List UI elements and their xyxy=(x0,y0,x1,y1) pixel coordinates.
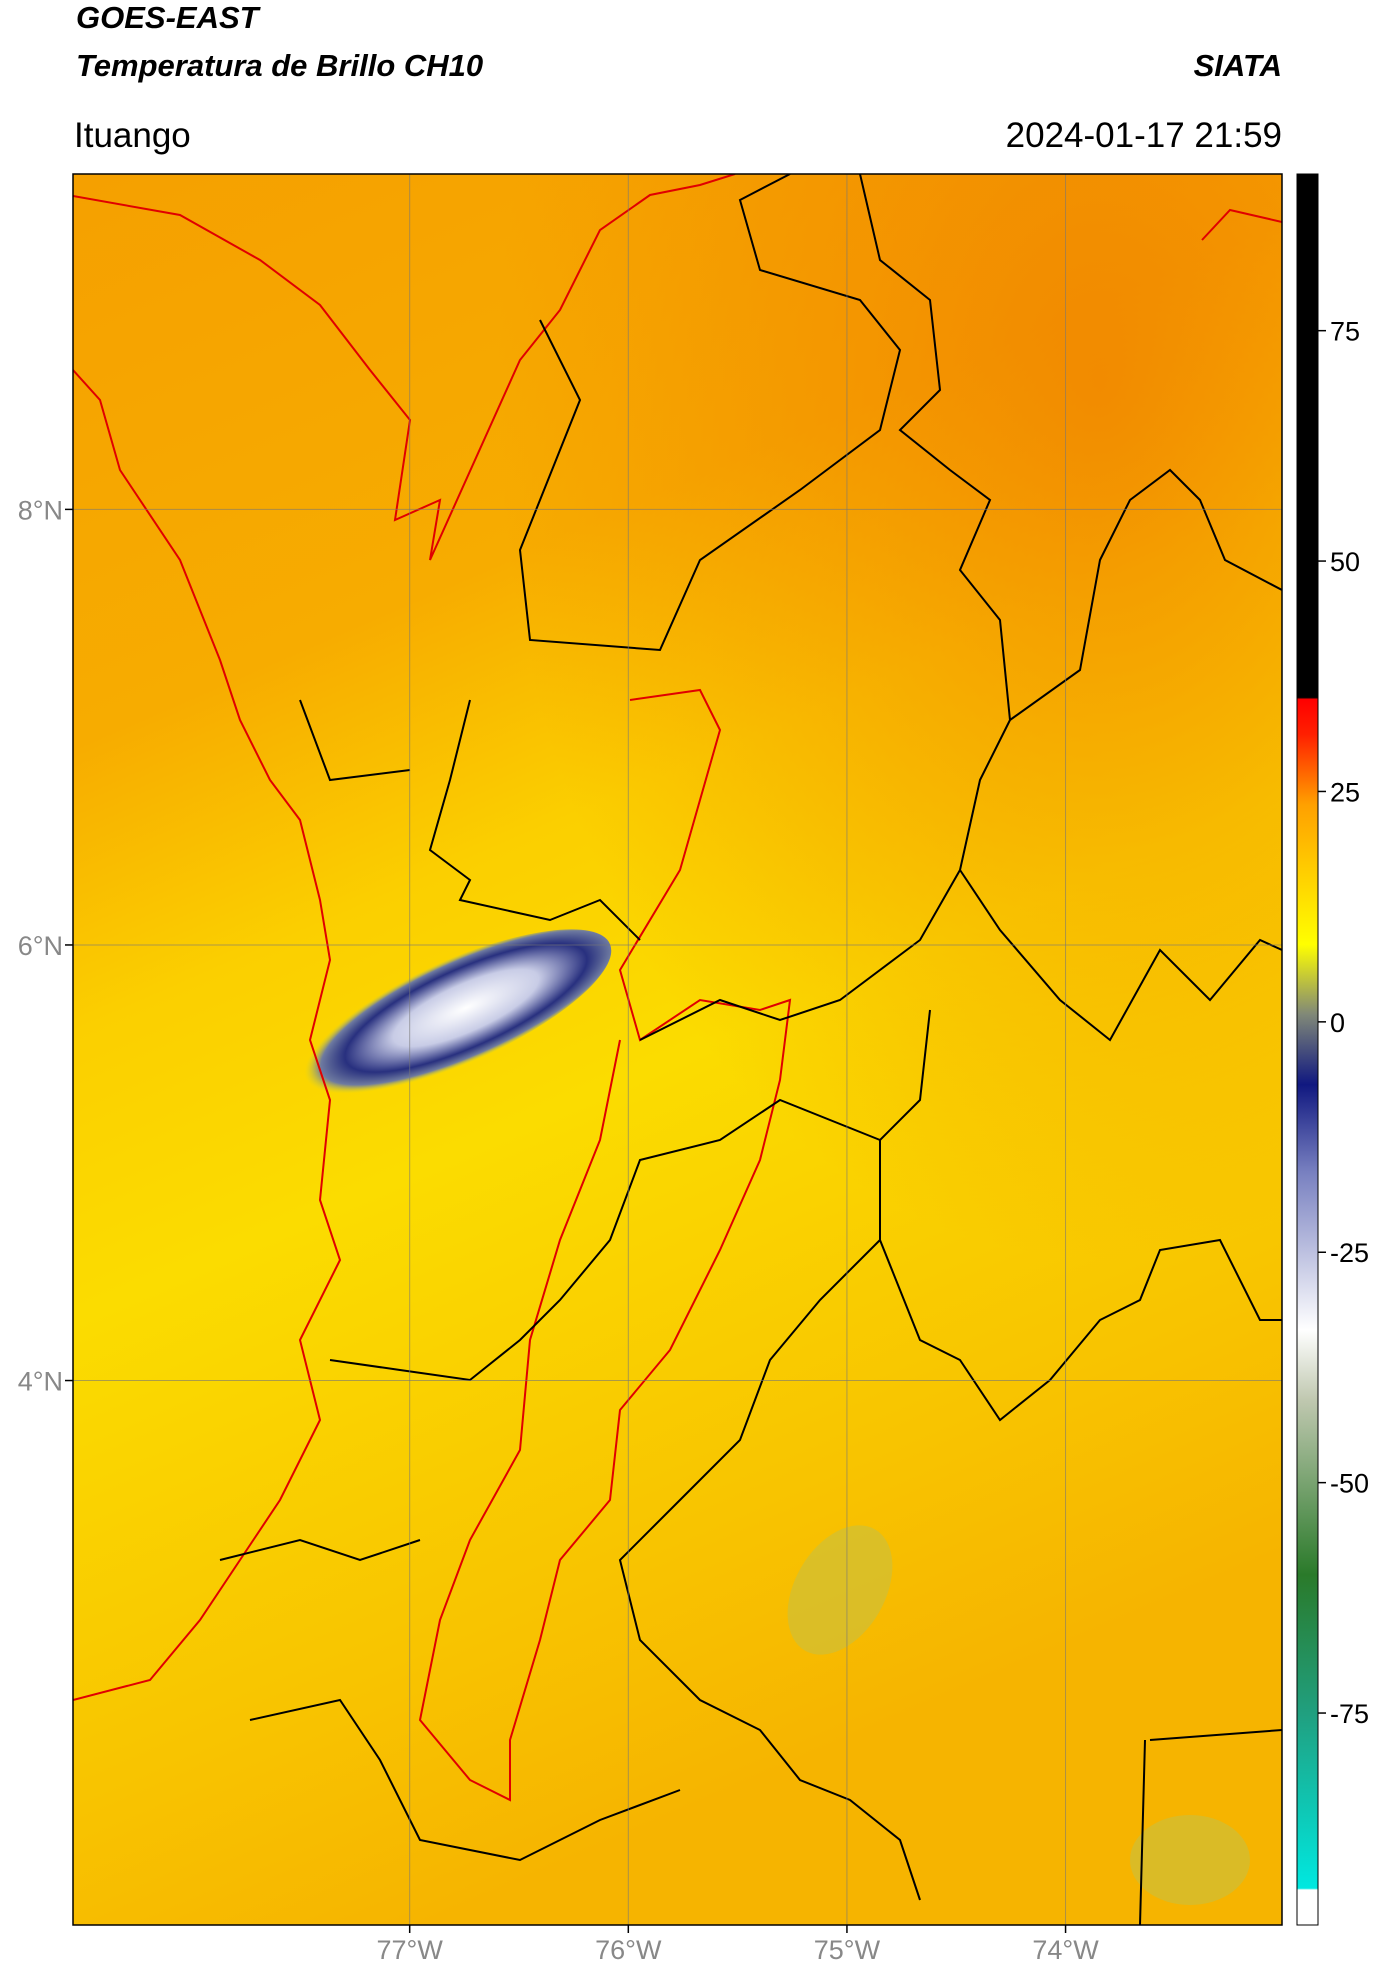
x-tick-label: 76°W xyxy=(595,1935,662,1965)
colorbar-tick-label: -75 xyxy=(1330,1699,1369,1729)
x-tick-label: 75°W xyxy=(814,1935,881,1965)
colorbar-tick-label: 25 xyxy=(1330,777,1360,807)
colorbar-tick-label: 50 xyxy=(1330,547,1360,577)
colorbar-tick-label: 0 xyxy=(1330,1008,1345,1038)
x-tick-label: 74°W xyxy=(1032,1935,1099,1965)
x-tick-label: 77°W xyxy=(377,1935,444,1965)
colorbar-tick-label: -50 xyxy=(1330,1469,1369,1499)
subtitle: Temperatura de Brillo CH10 xyxy=(76,48,483,83)
cold-cloud xyxy=(288,929,612,1101)
y-tick-label: 4°N xyxy=(18,1367,63,1397)
map-frame xyxy=(72,173,1283,1926)
map xyxy=(73,174,1282,1925)
cool-patch xyxy=(787,1525,893,1655)
brand: SIATA xyxy=(1194,48,1282,83)
title: GOES-EAST xyxy=(76,0,262,35)
admin-boundaries xyxy=(219,174,1282,1925)
colorbar xyxy=(1296,173,1319,1926)
warm-region xyxy=(73,174,1282,1925)
colorbar-tick-label: 75 xyxy=(1330,317,1360,347)
colorbar-tick-label: -25 xyxy=(1330,1238,1369,1268)
y-tick-label: 6°N xyxy=(18,931,63,961)
location: Ituango xyxy=(74,116,191,155)
datetime: 2024-01-17 21:59 xyxy=(1006,116,1282,155)
coastline xyxy=(73,174,1282,1802)
cool-patch xyxy=(1130,1815,1250,1905)
y-tick-label: 8°N xyxy=(18,495,63,525)
